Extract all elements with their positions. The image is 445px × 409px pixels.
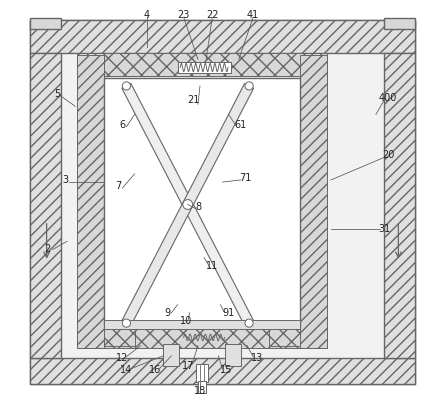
Text: 3: 3 [62,175,68,185]
Circle shape [122,82,130,90]
Bar [30,53,61,358]
Text: 91: 91 [222,308,235,318]
Bar [30,20,415,384]
Bar [30,358,415,384]
Text: 15: 15 [220,365,233,375]
Bar [178,62,231,72]
Text: 23: 23 [178,10,190,20]
Bar [196,364,208,382]
Text: 2: 2 [44,245,51,254]
Bar [384,18,415,29]
Bar [198,381,206,393]
Text: 12: 12 [116,353,129,363]
Polygon shape [122,83,254,326]
Text: 18: 18 [194,386,206,396]
Bar [104,78,300,327]
Text: 11: 11 [206,261,218,271]
Bar [384,53,415,358]
Text: 13: 13 [251,353,263,363]
Text: 4: 4 [144,10,150,20]
Bar [30,18,61,29]
Bar [300,55,327,348]
Circle shape [122,319,130,327]
Circle shape [183,200,193,209]
Text: 17: 17 [182,361,194,371]
Bar [269,329,300,346]
Bar [104,329,135,346]
Text: 41: 41 [247,10,259,20]
Text: 31: 31 [378,224,390,234]
Bar [77,327,327,348]
Text: 20: 20 [382,151,394,160]
Text: 6: 6 [119,120,125,130]
Text: 8: 8 [195,202,201,211]
Bar [77,55,104,348]
Text: 5: 5 [54,89,60,99]
Text: 400: 400 [379,93,397,103]
Circle shape [245,82,253,90]
Text: 61: 61 [235,120,247,130]
Circle shape [245,319,253,327]
Text: 7: 7 [115,181,121,191]
Bar [163,344,179,366]
Text: 21: 21 [188,95,200,105]
Bar [104,320,300,329]
Text: 10: 10 [180,316,192,326]
Text: 22: 22 [206,10,218,20]
Bar [30,20,415,53]
Bar [225,344,241,366]
Text: 14: 14 [120,365,133,375]
Text: 71: 71 [239,173,251,183]
Text: 16: 16 [149,365,161,375]
Bar [77,53,327,76]
Polygon shape [122,83,254,326]
Text: 9: 9 [164,308,170,318]
